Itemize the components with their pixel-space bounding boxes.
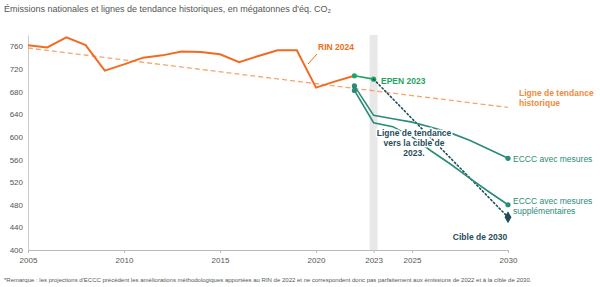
x-tick: 2020 [308,250,326,265]
series-line [354,86,508,158]
x-tick-mark [374,250,375,253]
chart: Émissions nationales et lignes de tendan… [0,0,600,287]
series-label-line: ECCC avec mesures [513,196,592,206]
y-tick-label: 680 [10,88,24,97]
plot-area [28,37,511,223]
series-marker [505,202,510,207]
label-pointer [308,54,317,64]
x-tick: 2025 [404,250,422,265]
x-tick-label: 2023 [365,256,383,265]
x-tick: 2030 [500,250,518,265]
footnote: *Remarque : les projections d'ECCC précè… [4,277,532,283]
series-line [28,48,508,107]
series-label-line: supplémentaires [513,206,575,216]
x-tick-mark [508,250,509,253]
series-label: RIN 2024 [318,42,354,52]
y-tick-label: 560 [10,156,24,165]
x-tick-label: 2025 [404,256,422,265]
series-label: ECCC avec mesuressupplémentaires [513,196,592,216]
y-tick: 680 [10,88,28,97]
y-axis: 400 440 480 520 560 600 640 680 720 760 [10,36,29,256]
x-axis-line [29,251,509,254]
x-tick-mark [28,250,29,253]
y-tick: 480 [10,201,28,210]
y-tick-label: 600 [10,133,24,142]
y-tick-label: 400 [10,246,24,255]
y-tick: 720 [10,65,28,74]
series-label-line: RIN 2024 [318,42,354,52]
y-tick: 640 [10,110,28,119]
x-tick-label: 2005 [20,256,38,265]
series-label-line: 2023. [403,148,424,158]
series-label-line: historique [519,98,560,108]
title: Émissions nationales et lignes de tendan… [4,4,331,14]
series-marker [505,156,510,161]
x-tick-label: 2030 [500,256,518,265]
x-tick-mark [316,250,317,253]
x-tick-label: 2020 [308,256,326,265]
series-marker [352,73,357,78]
series-line [28,37,354,87]
series-label: ECCC avec mesures [513,154,592,164]
x-tick: 2015 [212,250,230,265]
y-tick: 560 [10,156,28,165]
series-label: Cible de 2030 [453,232,508,242]
y-tick: 600 [10,133,28,142]
series-marker [352,88,357,93]
series-label-line: Cible de 2030 [453,232,508,242]
series-label-line: vers la cible de [384,138,445,148]
y-tick-label: 640 [10,110,24,119]
x-tick: 2023 [365,250,383,265]
y-tick: 520 [10,178,28,187]
x-axis: 2005 2010 2015 2020 2023 2025 2030 [20,250,518,265]
series-line [354,76,373,79]
y-tick: 760 [10,42,28,51]
x-tick: 2005 [20,250,38,265]
series-label: Ligne de tendancevers la cible de2023. [377,128,452,158]
x-tick-mark [220,250,221,253]
series-marker [352,83,357,88]
y-tick-label: 480 [10,201,24,210]
y-tick-label: 440 [10,223,24,232]
y-tick: 400 [10,246,28,255]
series-label-line: Ligne de tendance [377,128,452,138]
series-label: Ligne de tendancehistorique [519,88,594,108]
y-tick: 440 [10,223,28,232]
x-tick-label: 2015 [212,256,230,265]
series-label-line: EPEN 2023 [381,76,426,86]
x-tick-mark [412,250,413,253]
y-tick-label: 760 [10,42,24,51]
y-tick-label: 520 [10,178,24,187]
x-tick-mark [124,250,125,253]
highlight-band [370,35,378,250]
series-label-line: ECCC avec mesures [513,154,592,164]
y-axis-line [28,36,29,251]
series-label-line: Ligne de tendance [519,88,594,98]
x-tick: 2010 [116,250,134,265]
y-tick-label: 720 [10,65,24,74]
series-label: EPEN 2023 [381,76,426,86]
x-tick-label: 2010 [116,256,134,265]
series-marker [505,211,512,223]
series-line [354,90,508,204]
